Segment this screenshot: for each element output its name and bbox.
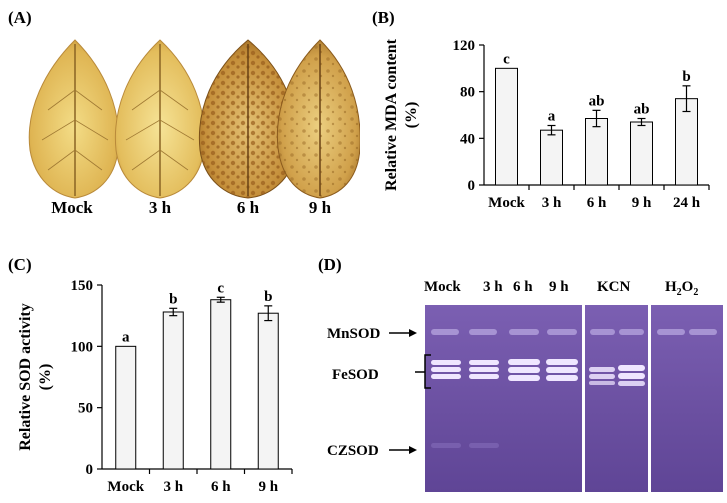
panel-label-d: (D)	[318, 255, 342, 274]
significance-letter: a	[122, 329, 130, 345]
y-tick-label: 50	[78, 401, 93, 417]
fesod-bands	[431, 359, 645, 386]
x-tick-label: Mock	[488, 195, 525, 211]
panel-label-c: (C)	[8, 255, 32, 274]
y-tick-label: 80	[460, 85, 475, 101]
significance-letter: b	[169, 291, 177, 307]
lane-label-kcn: KCN	[597, 279, 631, 295]
lane-label-mock: Mock	[424, 279, 461, 295]
gel-markers	[389, 329, 431, 454]
bar	[540, 129, 563, 186]
significance-letter: c	[503, 51, 510, 67]
leaf-6h	[198, 39, 298, 199]
significance-letter: b	[264, 289, 272, 305]
x-tick-label: 9 h	[632, 195, 652, 211]
y-axis-label: (%)	[37, 364, 54, 391]
lane-label-6h: 6 h	[513, 279, 533, 295]
panel-label-a: (A)	[8, 8, 32, 27]
leaf-photos	[28, 39, 360, 199]
mnsod-bands	[431, 329, 717, 335]
gel-block-h2o2	[651, 305, 723, 492]
x-tick-label: 6 h	[211, 479, 231, 495]
significance-letter: c	[217, 280, 224, 296]
bar	[630, 121, 653, 186]
row-label-mnsod: MnSOD	[327, 326, 381, 342]
y-tick-label: 100	[71, 339, 94, 355]
y-axis-label: (%)	[403, 102, 420, 129]
czsod-bands	[431, 443, 499, 448]
bar	[210, 299, 232, 470]
significance-letter: b	[682, 69, 690, 85]
leaf-3h	[114, 39, 206, 199]
x-tick-label: 3 h	[542, 195, 562, 211]
significance-letter: ab	[589, 93, 605, 109]
x-tick-label: 9 h	[258, 479, 278, 495]
lane-label-3h: 3 h	[483, 279, 503, 295]
y-tick-label: 150	[71, 278, 94, 294]
gel-block-kcn	[585, 305, 648, 492]
x-tick-label: 24 h	[673, 195, 701, 211]
mda-chart: 0 40 80 120 Relative MDA content (%) Mock c 3 h a…	[383, 38, 710, 211]
y-axis-label: Relative MDA content	[383, 38, 400, 191]
leaf-label-mock: Mock	[51, 198, 93, 217]
bar	[495, 67, 518, 186]
y-tick-label: 0	[86, 462, 94, 478]
lane-label-h2o2: H2O2	[665, 279, 698, 298]
sod-activity-chart: 0 50 100 150 Relative SOD activity (%) Mock a 3 …	[18, 278, 293, 495]
y-tick-label: 40	[460, 131, 475, 147]
bar	[162, 311, 184, 470]
leaf-label-9h: 9 h	[308, 198, 332, 217]
x-tick-label: 3 h	[163, 479, 183, 495]
bar	[257, 312, 279, 470]
y-tick-label: 0	[468, 178, 476, 194]
x-tick-label: 6 h	[587, 195, 607, 211]
y-axis-label: Relative SOD activity	[18, 303, 34, 451]
row-label-fesod: FeSOD	[332, 367, 379, 383]
leaf-mock	[28, 39, 120, 199]
x-tick-label: Mock	[107, 479, 144, 495]
lane-label-9h: 9 h	[549, 279, 569, 295]
leaf-9h	[276, 39, 360, 199]
significance-letter: a	[548, 109, 556, 125]
significance-letter: ab	[634, 102, 650, 118]
leaf-label-6h: 6 h	[236, 198, 260, 217]
y-tick-label: 120	[453, 38, 476, 54]
sod-gel: Mock 3 h 6 h 9 h KCN H2O2 MnSOD FeSOD CZ…	[327, 279, 723, 492]
bar	[585, 118, 608, 186]
row-label-czsod: CZSOD	[327, 443, 379, 459]
panel-label-b: (B)	[372, 8, 395, 27]
bar	[115, 345, 137, 470]
leaf-label-3h: 3 h	[148, 198, 172, 217]
gel-block-main	[425, 305, 582, 492]
